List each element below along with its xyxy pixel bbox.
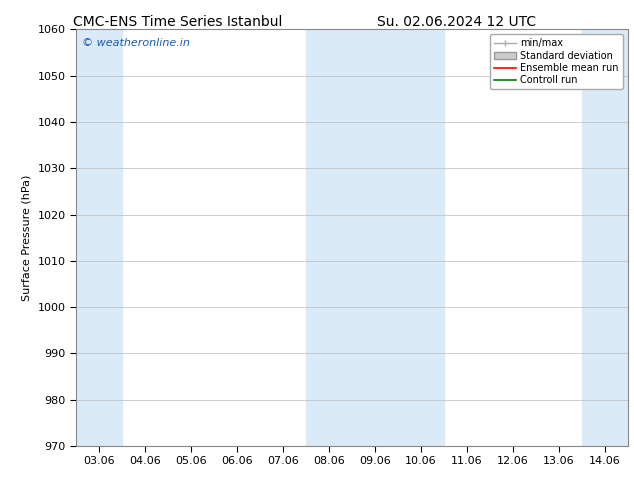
Bar	[628, 29, 634, 446]
Text: © weatheronline.in: © weatheronline.in	[82, 38, 190, 48]
Y-axis label: Surface Pressure (hPa): Surface Pressure (hPa)	[22, 174, 32, 301]
Text: Su. 02.06.2024 12 UTC: Su. 02.06.2024 12 UTC	[377, 15, 536, 29]
Bar	[76, 29, 122, 446]
Legend: min/max, Standard deviation, Ensemble mean run, Controll run: min/max, Standard deviation, Ensemble me…	[490, 34, 623, 89]
Bar	[398, 29, 444, 446]
Bar	[352, 29, 398, 446]
Text: CMC-ENS Time Series Istanbul: CMC-ENS Time Series Istanbul	[73, 15, 282, 29]
Bar	[306, 29, 352, 446]
Bar	[581, 29, 628, 446]
